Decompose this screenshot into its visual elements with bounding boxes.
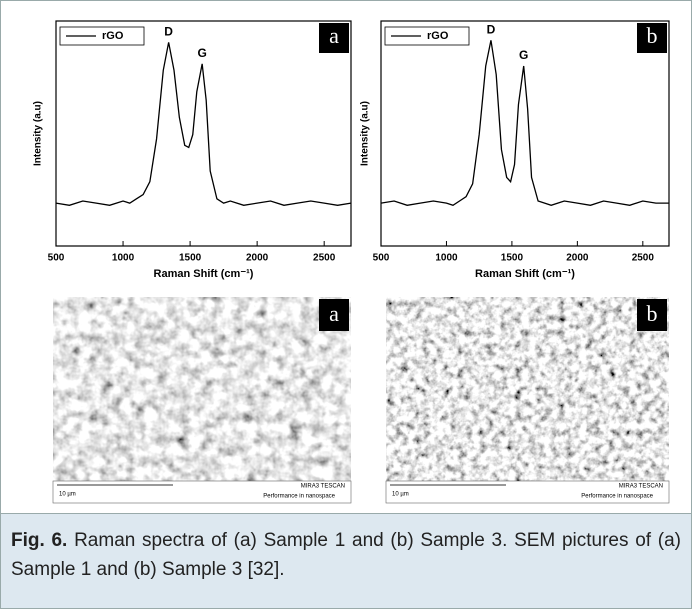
sem-brand: MIRA3 TESCAN [619,484,663,490]
caption: Fig. 6. Raman spectra of (a) Sample 1 an… [1,513,691,608]
sem-brand: MIRA3 TESCAN [301,484,345,490]
x-tick-label: 1000 [435,253,458,264]
sem-letter-box [319,299,349,331]
panel-letter: a [329,23,339,48]
sem-image [386,297,669,503]
spectrum-line [380,40,669,207]
x-tick-label: 1000 [112,253,135,264]
x-tick-label: 2500 [313,253,336,264]
legend-box [384,26,470,46]
x-tick-label: 1500 [179,253,202,264]
y-axis-title: Intensity (a.u) [360,101,371,166]
sem-info-bar [385,480,670,504]
sem-letter: b [647,301,658,326]
sem-tagline: Performance in nanospace [263,494,335,500]
peak-label: G [197,46,206,60]
x-tick-label: 2000 [246,253,269,264]
x-tick-label: 500 [48,253,65,264]
peak-label: D [164,25,173,39]
scale-label: 10 µm [59,492,76,498]
sem-image [53,297,351,503]
panel-letter-box [637,23,667,53]
panel-letter: b [647,23,658,48]
legend-label: rGO [102,30,124,42]
x-tick-label: 1500 [501,253,524,264]
sem-tagline: Performance in nanospace [581,494,653,500]
x-tick-label: 2000 [566,253,589,264]
scale-label: 10 µm [392,492,409,498]
x-axis-title: Raman Shift (cm⁻¹) [154,268,254,280]
sem-info-bar [52,480,352,504]
legend-label: rGO [427,30,449,42]
sem-letter-box [637,299,667,331]
panel-letter-box [319,23,349,53]
plot-frame [55,20,352,247]
figure-panels: 500 1000 1500 2000 2500 Raman Shift (cm⁻¹) Int… [33,20,670,504]
caption-label: Fig. 6. [11,530,68,551]
x-axis-title: Raman Shift (cm⁻¹) [475,268,575,280]
plot-frame [380,20,670,247]
legend-box [59,26,145,46]
x-tick-label: 500 [373,253,390,264]
sem-letter: a [329,301,339,326]
y-axis-title: Intensity (a.u) [33,101,44,166]
caption-text: Raman spectra of (a) Sample 1 and (b) Sa… [11,530,681,580]
peak-label: D [487,22,496,36]
x-tick-label: 2500 [632,253,655,264]
spectrum-line [55,42,352,206]
peak-label: G [519,48,528,62]
